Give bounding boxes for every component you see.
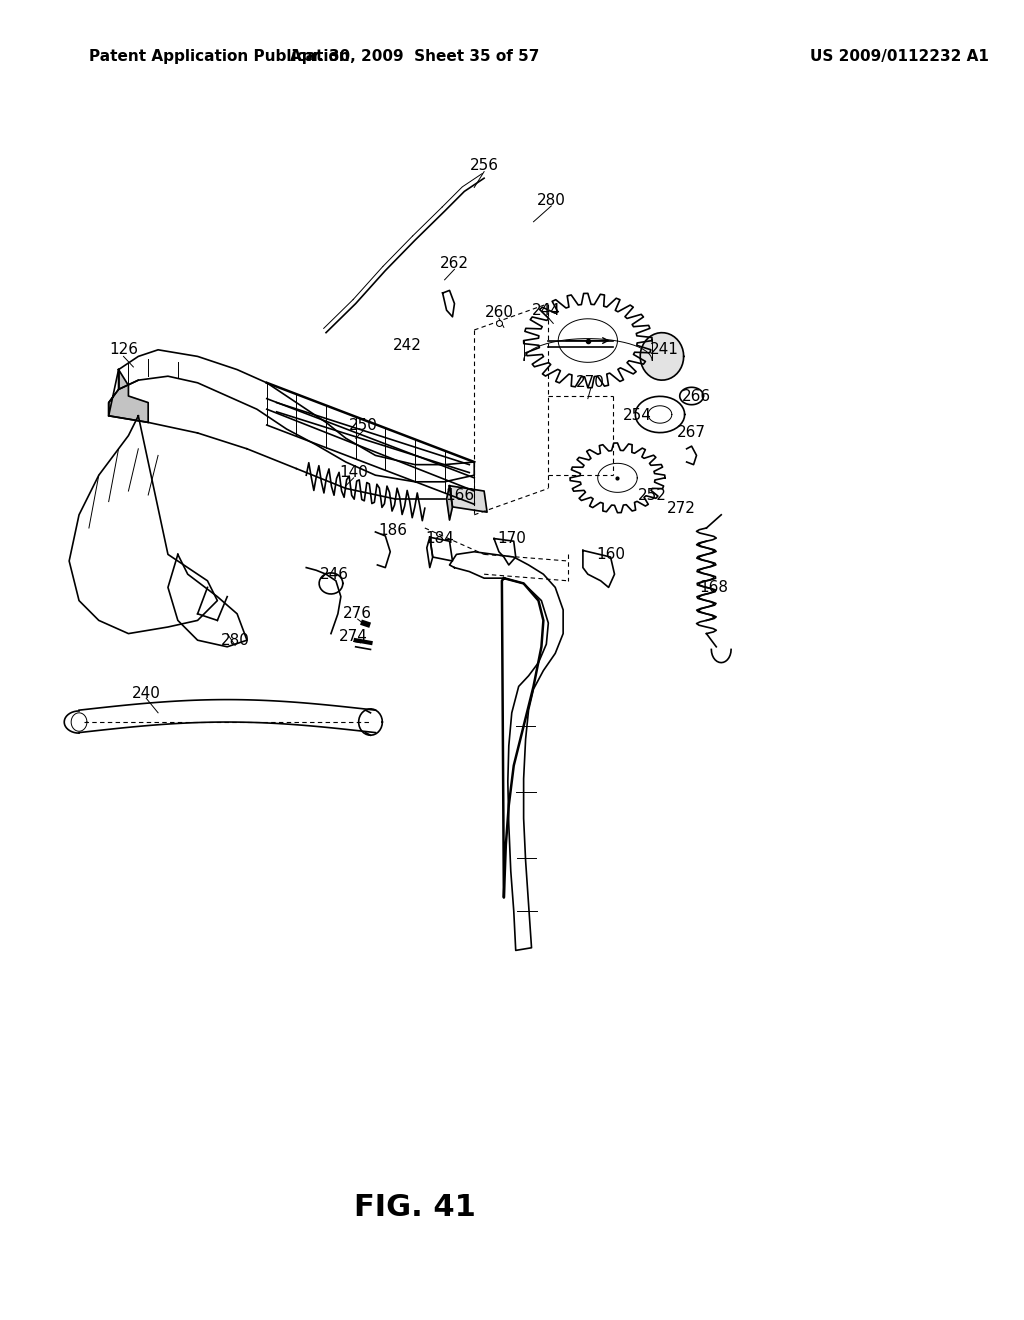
Text: 244: 244 — [531, 302, 561, 318]
Text: 266: 266 — [682, 388, 711, 404]
Text: 166: 166 — [444, 487, 474, 503]
Text: 250: 250 — [349, 417, 378, 433]
Text: 246: 246 — [319, 566, 348, 582]
Polygon shape — [109, 370, 148, 422]
Text: 276: 276 — [343, 606, 372, 622]
Text: Patent Application Publication: Patent Application Publication — [89, 49, 349, 65]
Text: 272: 272 — [668, 500, 696, 516]
Text: US 2009/0112232 A1: US 2009/0112232 A1 — [810, 49, 989, 65]
Text: 254: 254 — [623, 408, 651, 424]
Polygon shape — [446, 486, 453, 520]
Text: 126: 126 — [109, 342, 138, 358]
Text: 140: 140 — [339, 465, 369, 480]
Polygon shape — [450, 486, 487, 512]
Text: FIG. 41: FIG. 41 — [354, 1193, 476, 1222]
Polygon shape — [640, 333, 684, 380]
Text: 262: 262 — [440, 256, 469, 272]
Text: 274: 274 — [339, 628, 369, 644]
Text: 240: 240 — [132, 685, 161, 701]
Text: 241: 241 — [649, 342, 678, 358]
Text: 168: 168 — [698, 579, 728, 595]
Text: 280: 280 — [221, 632, 250, 648]
Text: 256: 256 — [470, 157, 499, 173]
Text: 260: 260 — [484, 305, 513, 321]
Text: 170: 170 — [498, 531, 526, 546]
Text: 252: 252 — [638, 487, 667, 503]
Text: 186: 186 — [379, 523, 408, 539]
Text: 270: 270 — [577, 375, 605, 391]
Text: 242: 242 — [392, 338, 422, 354]
Text: 160: 160 — [596, 546, 625, 562]
Text: Apr. 30, 2009  Sheet 35 of 57: Apr. 30, 2009 Sheet 35 of 57 — [290, 49, 540, 65]
Text: 280: 280 — [537, 193, 565, 209]
Text: 267: 267 — [677, 425, 707, 441]
Text: 184: 184 — [425, 531, 454, 546]
